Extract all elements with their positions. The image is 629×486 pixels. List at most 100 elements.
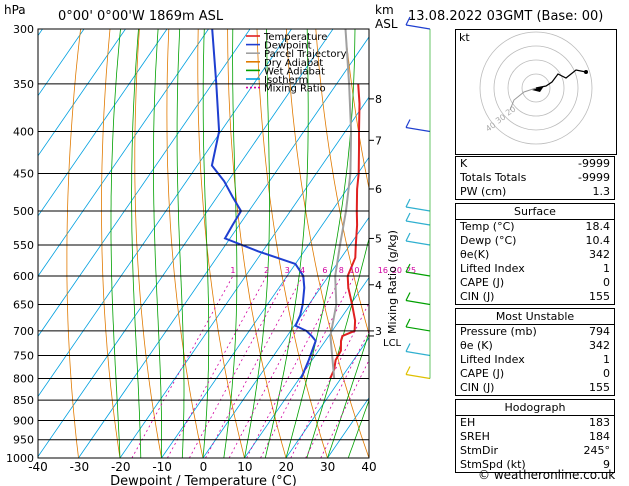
wind-barb [405,126,431,133]
hodograph-ring [507,59,565,117]
mu-row: CIN (J) 155 [460,381,610,394]
wet-adiabat-line [327,331,369,458]
mu-row: Lifted Index 1 [460,353,610,366]
most-unstable-title: Most Unstable [495,310,575,323]
legend-item-label: Parcel Trajectory [264,49,347,60]
isotherm-line [38,29,168,217]
indices-box: K -9999 Totals Totals -9999 PW (cm) 1.3 [455,156,615,200]
surface-row: θe(K) 342 [460,248,610,261]
mixing-ratio-line [228,275,326,458]
temperature-tick-label: -40 [28,460,48,474]
mixing-ratio-label: 16 [378,266,388,275]
pressure-tick-label: 500 [13,205,34,218]
wet-adiabat-line [223,29,238,458]
pressure-tick-label: 850 [13,394,34,407]
hodograph-table-title: Hodograph [504,401,566,414]
wind-barb [405,206,431,212]
mixing-ratio-label: 10 [349,266,359,275]
pressure-tick-label: 550 [13,239,34,252]
wind-barb-flag [405,263,411,273]
hodograph-unit-label: kt [459,31,470,44]
km-tick-label: 6 [375,183,382,196]
x-axis-title: Dewpoint / Temperature (°C) [110,474,297,486]
pressure-tick-label: 800 [13,372,34,385]
surface-box: Surface Temp (°C) 18.4 Dewp (°C) 10.4 θe(K… [455,203,615,305]
legend-item-label: Dewpoint [264,41,312,52]
lcl-label: LCL [383,338,402,349]
isotherm-line [244,276,369,458]
hodo-row: SREH 184 [460,430,610,443]
isotherm-line [38,29,126,157]
hodograph-ring-label: 20 [504,104,518,117]
temperature-tick-label: 20 [279,460,294,474]
pressure-tick-label: 1000 [6,452,34,465]
pressure-tick-label: 650 [13,299,34,312]
plot-frame [37,28,370,459]
surface-title: Surface [514,205,556,218]
legend-item-label: Isotherm [264,75,308,86]
wind-barb-flag [405,232,411,242]
legend-item-label: Wet Adiabat [264,66,325,77]
wet-adiabat-line [176,29,185,458]
hodograph-ring-label: 40 [484,120,498,133]
wet-adiabat-line [153,29,162,458]
index-row-k: K -9999 [460,157,610,170]
hodo-row: StmDir 245° [460,444,610,457]
pressure-tick-label: 400 [13,126,34,139]
wind-barb-flag [405,343,411,352]
hodograph-ring-label: 30 [494,112,508,125]
mixing-ratio-label: 25 [406,266,416,275]
wind-barb [405,373,431,380]
temperature-tick-label: 10 [237,460,252,474]
wind-barb [405,350,431,357]
most-unstable-box: Most Unstable Pressure (mb) 794 θe (K) 342… [455,308,615,396]
mixing-ratio-axis-title: Mixing Ratio (g/kg) [386,230,399,334]
parcel-trajectory-profile-line [329,29,353,379]
wind-barb [405,326,431,332]
km-tick-label: 8 [375,93,382,106]
temperature-tick-label: -10 [152,460,172,474]
hodograph-end-marker [584,70,588,74]
mixing-ratio-line [189,275,288,458]
wind-barb-flag [405,366,411,375]
indices-table: K -9999 Totals Totals -9999 PW (cm) 1.3 Sur… [455,156,615,476]
wind-barb [405,24,431,30]
isotherm-line [202,216,369,458]
mixing-ratio-label: 3 [285,266,290,275]
wind-barb-flag [405,198,411,208]
wind-barb [405,299,431,306]
hodograph-ring [521,73,551,103]
wind-barb-flag [405,212,411,222]
skewt-chart: 3003504004505005506006507007508008509009… [0,16,455,486]
hodo-row: StmSpd (kt) 9 [460,458,610,471]
temperature-tick-label: -20 [111,460,131,474]
mu-row: Pressure (mb) 794 [460,325,610,338]
pressure-tick-label: 300 [13,23,34,36]
isotherm-line [78,36,369,458]
temperature-tick-label: 30 [320,460,335,474]
hodograph-trace-lower [509,87,537,111]
wind-barb-flag [405,16,411,26]
isotherm-line [285,337,369,458]
hpa-axis-label: hPa [4,3,26,17]
isotherm-line [0,29,1,458]
surface-row: CIN (J) 155 [460,290,610,303]
surface-row: Dewp (°C) 10.4 [460,234,610,247]
temperature-tick-label: -30 [70,460,90,474]
hodograph-panel: kt 40 30 20 [455,29,617,155]
wind-barb-flag [405,318,411,328]
pressure-tick-label: 600 [13,270,34,283]
pressure-tick-label: 350 [13,78,34,91]
pressure-tick-label: 900 [13,414,34,427]
isotherm-line [161,156,369,458]
surface-row: Temp (°C) 18.4 [460,220,610,233]
legend-item-label: Dry Adiabat [264,58,323,69]
dry-adiabat-line [404,29,455,458]
temperature-profile-line [329,83,361,379]
location-label: 0°00' 0°00'W 1869m ASL [58,9,224,24]
datetime-label: 13.08.2022 03GMT (Base: 00) [408,9,604,24]
pressure-tick-label: 450 [13,167,34,180]
index-row-pw: PW (cm) 1.3 [460,185,610,198]
temperature-tick-label: 40 [361,460,376,474]
